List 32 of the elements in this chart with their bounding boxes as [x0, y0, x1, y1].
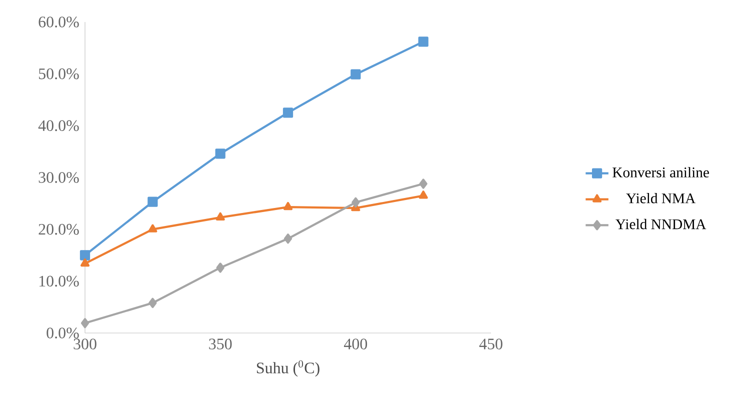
point [148, 196, 158, 207]
point [282, 108, 294, 118]
y-tick-label: 50.0% [38, 68, 79, 80]
x-axis-title: Suhu ($^{0}$C) [256, 360, 320, 377]
y-tick-label: 60.0% [38, 16, 79, 28]
y-tick-label: 20.0% [38, 224, 79, 235]
point [216, 262, 224, 273]
point [148, 224, 158, 232]
point [418, 36, 428, 47]
legend-label: Yield NMA [626, 193, 696, 204]
point [215, 148, 226, 159]
point [80, 318, 90, 328]
point [352, 197, 360, 208]
point [216, 212, 225, 220]
point [418, 190, 428, 199]
point [419, 178, 428, 189]
legend-label: Yield NNDMA [616, 218, 706, 230]
point [283, 202, 293, 210]
point [80, 250, 90, 260]
x-tick-label: 300 [74, 338, 96, 350]
legend-label: Konversi aniline [612, 167, 709, 178]
x-tick-label: 350 [209, 338, 232, 350]
y-tick-label: 0.0% [46, 328, 79, 338]
point [284, 234, 292, 244]
point [80, 258, 90, 267]
y-tick-label: 30.0% [38, 172, 79, 183]
y-tick-label: 10.0% [39, 276, 79, 287]
y-tick-label: 40.0% [38, 120, 79, 132]
point [350, 69, 361, 80]
x-tick-label: 400 [344, 338, 368, 350]
x-tick-label: 450 [479, 338, 502, 350]
point [148, 298, 157, 308]
